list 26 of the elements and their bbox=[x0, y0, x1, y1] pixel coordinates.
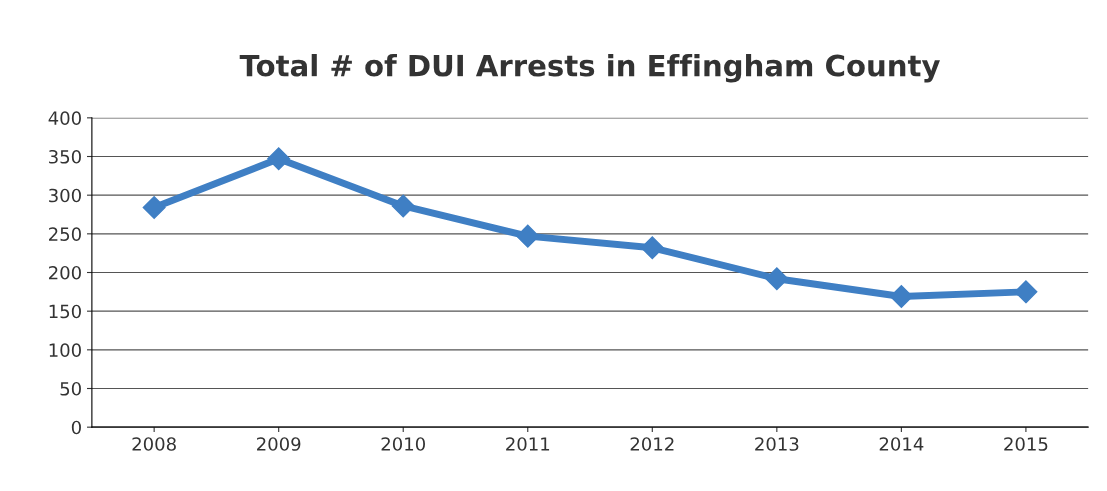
point bbox=[640, 236, 664, 260]
x-tick-label: 2015 bbox=[1004, 437, 1048, 451]
point bbox=[889, 284, 913, 308]
y-tick-label: 250 bbox=[49, 227, 81, 241]
y-tick-label: 400 bbox=[48, 111, 81, 125]
point bbox=[142, 196, 166, 220]
y-tick-label: 200 bbox=[49, 265, 81, 280]
point bbox=[1014, 280, 1038, 304]
x-tick-label: 2008 bbox=[132, 437, 176, 451]
x-tick-label: 2010 bbox=[381, 437, 425, 451]
point bbox=[516, 224, 540, 248]
y-tick-label: 100 bbox=[49, 343, 81, 357]
chart-title: Total # of DUI Arrests in Effingham County bbox=[239, 54, 940, 83]
x-tick-label: 2009 bbox=[257, 437, 301, 451]
x-tick-label: 2011 bbox=[506, 437, 550, 451]
point bbox=[765, 267, 789, 291]
point bbox=[391, 194, 415, 218]
x-tick-label: 2012 bbox=[630, 437, 674, 451]
y-tick-label: 150 bbox=[49, 304, 81, 319]
y-tick-label: 300 bbox=[49, 188, 81, 203]
y-tick-label: 0 bbox=[71, 420, 81, 435]
x-tick-label: 2014 bbox=[879, 437, 924, 451]
y-tick-label: 50 bbox=[60, 381, 81, 396]
x-tick-label: 2013 bbox=[755, 437, 799, 451]
y-tick-label: 350 bbox=[49, 149, 81, 164]
point bbox=[267, 147, 291, 171]
